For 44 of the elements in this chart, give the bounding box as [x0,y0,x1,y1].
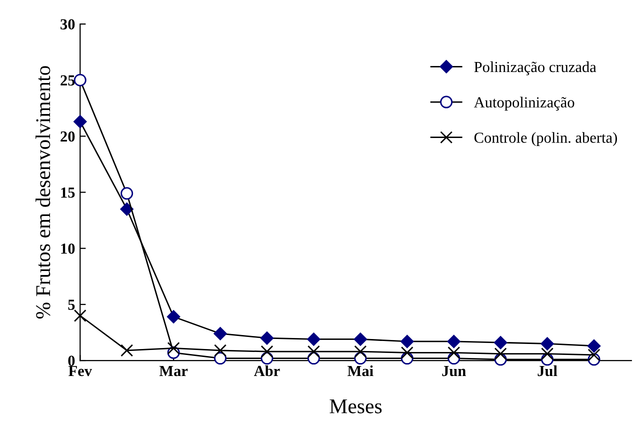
point [120,344,134,357]
point [400,334,414,348]
x-tick-label: Jul [538,365,558,376]
point [214,327,227,340]
x-tick-label: Mai [348,365,374,376]
legend-label: Autopolinização [474,96,574,111]
legend-label: Controle (polin. aberta) [474,132,617,146]
point [74,74,86,86]
point [354,345,367,358]
point [167,342,180,354]
y-tick-label: 30 [60,19,75,30]
x-axis-title: Meses [330,400,382,414]
point [448,346,460,359]
y-tick-label: 10 [61,244,75,254]
y-tick-label: 15 [61,187,75,198]
legend-label: Polinização cruzada [474,61,596,76]
point [74,115,87,128]
point [541,348,554,360]
point [540,337,554,350]
y-tick-label: 25 [60,75,75,86]
point [260,345,274,358]
y-tick-label: 0 [68,356,75,366]
y-tick-label: 20 [60,131,75,142]
point [587,339,601,353]
point [494,348,507,360]
point [588,348,600,362]
point [447,334,460,348]
y-axis-title: % Frutos em desenvolvimento [36,66,50,319]
y-tick-label: 5 [68,300,75,310]
point [74,309,86,322]
point [260,332,274,345]
point [120,187,134,200]
x-tick-label: Abr [254,365,280,376]
x-tick-label: Mar [159,366,188,376]
point [400,346,414,359]
point [214,344,227,357]
point [166,310,180,324]
point [307,345,320,358]
point [354,332,368,346]
point [307,332,320,346]
x-tick-label: Jun [442,366,466,376]
x-tick-label: Fev [68,366,92,376]
point [494,336,508,350]
point [120,202,134,216]
